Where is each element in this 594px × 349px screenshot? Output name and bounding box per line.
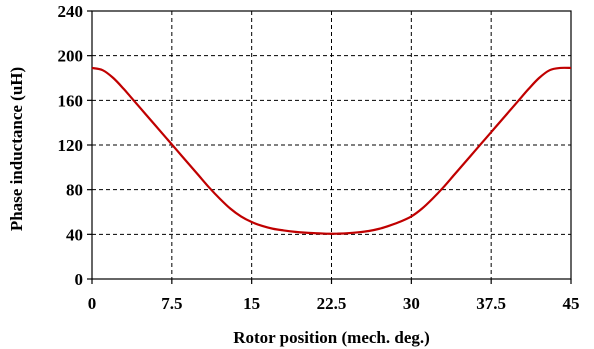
x-tick-label: 37.5: [476, 294, 506, 313]
x-axis-title: Rotor position (mech. deg.): [233, 328, 430, 347]
y-tick-label: 120: [58, 136, 84, 155]
y-tick-label: 240: [58, 2, 84, 21]
x-tick-label: 15: [243, 294, 260, 313]
grid-lines: [92, 11, 571, 279]
x-tick-label: 30: [403, 294, 420, 313]
tick-marks: [87, 10, 572, 284]
y-tick-label: 0: [75, 270, 84, 289]
y-tick-label: 160: [58, 91, 84, 110]
x-tick-labels: 0 7.5 15 22.5 30 37.5 45: [88, 294, 580, 313]
y-tick-label: 40: [66, 225, 83, 244]
series-layer: [91, 66, 572, 235]
x-tick-label: 7.5: [161, 294, 182, 313]
x-tick-label: 45: [563, 294, 580, 313]
y-tick-labels: 0 40 80 120 160 200 240: [58, 2, 84, 289]
y-tick-label: 80: [66, 181, 83, 200]
x-tick-label: 0: [88, 294, 97, 313]
y-axis-title: Phase inductance (uH): [7, 67, 26, 231]
series-line: [91, 66, 572, 235]
x-tick-label: 22.5: [317, 294, 347, 313]
y-tick-label: 200: [58, 47, 84, 66]
